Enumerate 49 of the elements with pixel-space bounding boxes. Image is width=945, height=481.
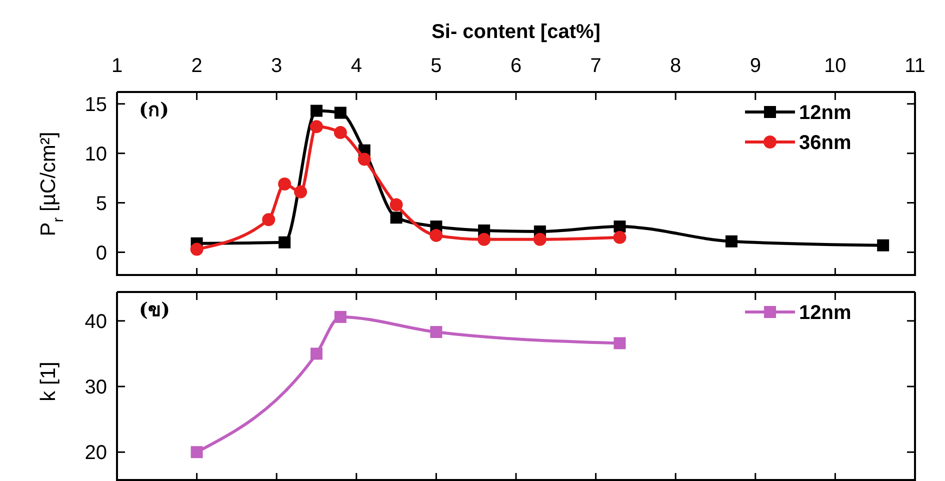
annotation: (ก) [139,99,169,121]
x-tick-label: 3 [271,55,282,77]
point [310,120,323,134]
x-tick-label: 8 [670,55,682,77]
x-tick-label: 4 [350,55,362,77]
y-tick-label: 40 [84,310,107,333]
point [725,235,738,248]
point [613,230,626,244]
point [614,220,626,233]
point [614,337,626,350]
y-tick-label: 20 [84,442,107,464]
point [310,348,322,360]
point [334,106,346,119]
point [533,232,546,246]
x-tick-label: 10 [824,55,846,77]
point [430,228,443,242]
point [262,213,276,226]
x-tick-label: 7 [590,55,602,77]
y-tick-label: 10 [84,143,107,166]
annotation: (ข) [139,299,170,321]
x-tick-label: 5 [430,55,442,77]
x-tick-label: 9 [750,55,761,77]
point [278,178,292,190]
x-axis-title: Si- content [cat%] [432,21,600,43]
y-tick-label: 15 [84,94,107,116]
point [310,104,322,117]
point [478,232,491,246]
y-tick-label: 5 [96,192,107,215]
point [294,185,308,198]
point [334,310,346,323]
x-tick-label: 6 [510,55,522,77]
legend-label: 12nm [799,302,852,324]
point [190,446,203,458]
x-tick-label: 11 [904,55,926,77]
point [358,152,371,166]
point [278,236,291,248]
y-axis-title: k [1] [37,362,60,402]
x-tick-label: 2 [191,55,202,77]
point [390,212,402,224]
x-tick-label: 1 [111,55,123,77]
point [877,239,890,252]
legend-label: 12nm [799,102,852,124]
point [334,126,347,140]
y-tick-label: 0 [96,242,107,264]
legend-label: 36nm [799,132,852,154]
point [390,198,403,212]
y-tick-label: 30 [84,376,107,398]
point [190,242,204,256]
point [430,326,442,338]
